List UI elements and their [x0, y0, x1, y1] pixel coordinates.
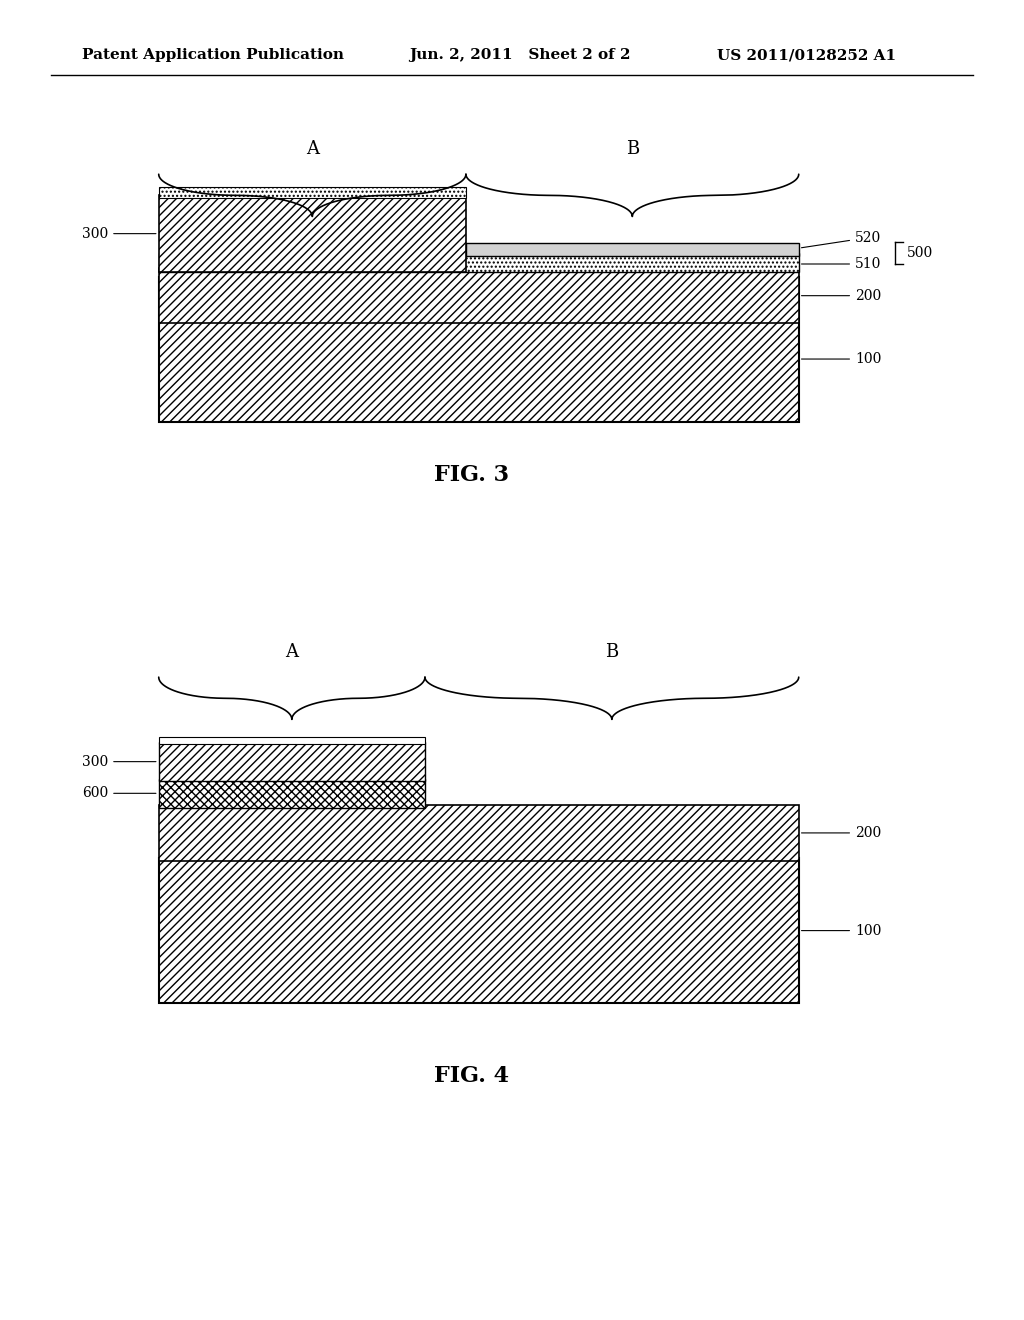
Text: FIG. 4: FIG. 4 [433, 1065, 509, 1086]
Bar [159, 253, 799, 272]
Text: B: B [626, 140, 639, 158]
Text: 600: 600 [82, 787, 156, 800]
Bar [159, 187, 466, 198]
Bar [159, 268, 799, 323]
Bar [159, 858, 799, 1003]
Bar [159, 742, 425, 781]
Text: US 2011/0128252 A1: US 2011/0128252 A1 [717, 49, 896, 62]
Text: 200: 200 [802, 289, 882, 302]
Text: 200: 200 [802, 826, 882, 840]
Text: A: A [286, 643, 298, 661]
Text: B: B [605, 643, 618, 661]
Bar [159, 277, 799, 422]
Text: 520: 520 [802, 231, 882, 248]
Text: 100: 100 [802, 924, 882, 937]
Text: A: A [306, 140, 318, 158]
Bar [159, 805, 799, 861]
Bar [466, 243, 799, 256]
Text: 510: 510 [802, 257, 882, 271]
Text: 100: 100 [802, 352, 882, 366]
Bar [159, 737, 425, 744]
Text: Jun. 2, 2011   Sheet 2 of 2: Jun. 2, 2011 Sheet 2 of 2 [410, 49, 631, 62]
Text: Patent Application Publication: Patent Application Publication [82, 49, 344, 62]
Text: 500: 500 [907, 246, 934, 260]
Bar [159, 195, 466, 272]
Text: 300: 300 [82, 227, 156, 240]
Text: FIG. 3: FIG. 3 [433, 465, 509, 486]
Text: 300: 300 [82, 755, 156, 768]
Bar [159, 779, 425, 808]
